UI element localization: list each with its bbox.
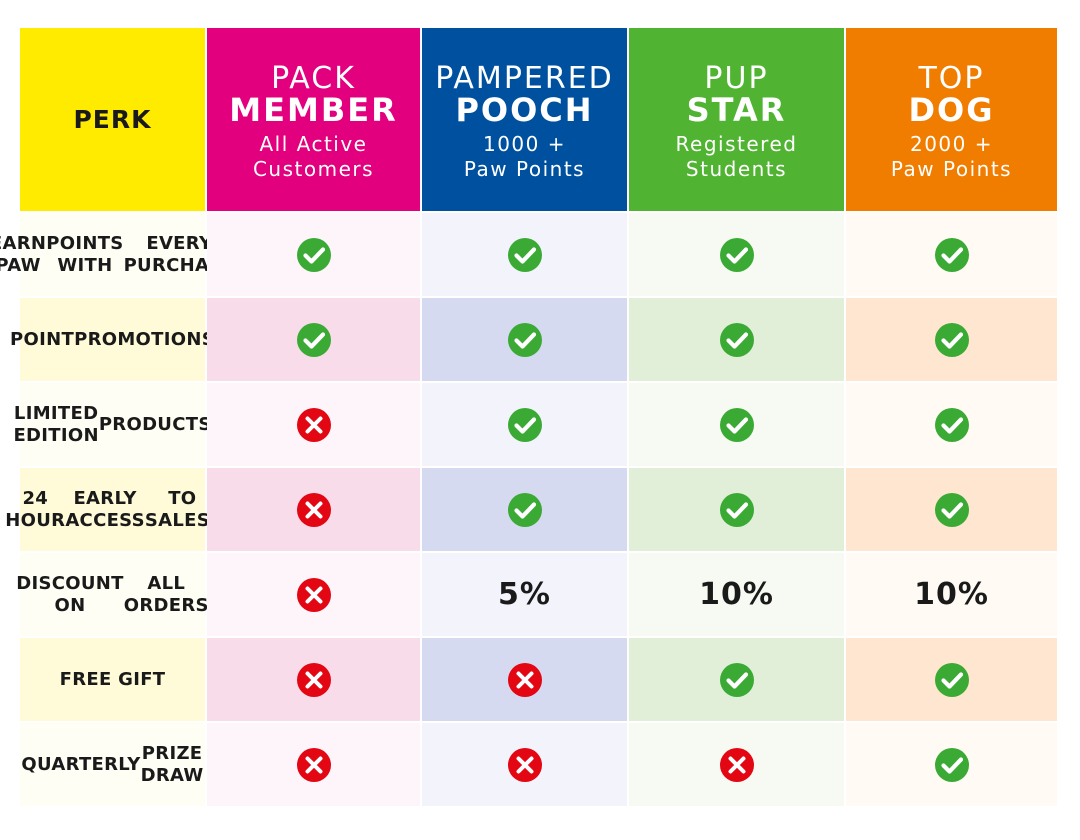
perk-column-header: PERK <box>20 28 205 211</box>
check-circle-icon <box>719 407 754 442</box>
check-circle-icon <box>934 407 969 442</box>
benefit-cell <box>846 468 1057 551</box>
check-circle-icon <box>719 492 754 527</box>
check-circle-icon <box>934 322 969 357</box>
benefit-cell <box>207 213 420 296</box>
check-circle-icon <box>934 237 969 272</box>
cross-circle-icon <box>507 747 542 782</box>
check-circle-icon <box>719 662 754 697</box>
benefit-cell <box>207 298 420 381</box>
check-circle-icon <box>296 237 331 272</box>
check-circle-icon <box>296 322 331 357</box>
cross-circle-icon <box>296 577 331 612</box>
benefit-cell <box>846 298 1057 381</box>
perk-label: QUARTERLY PRIZE DRAW <box>20 723 205 806</box>
tier-requirement: All Active Customers <box>252 132 375 181</box>
discount-value: 10% <box>699 577 774 612</box>
benefit-cell <box>422 468 627 551</box>
tier-name: POOCH <box>455 91 594 130</box>
tier-requirement: 2000 + Paw Points <box>890 132 1013 181</box>
cross-circle-icon <box>296 407 331 442</box>
perk-label: LIMITED EDITION PRODUCTS <box>13 383 211 466</box>
check-circle-icon <box>719 237 754 272</box>
benefit-cell <box>207 723 420 806</box>
tier-header-top-dog: TOP DOG 2000 + Paw Points <box>846 28 1057 211</box>
benefit-cell <box>422 383 627 466</box>
tier-header-pack-member: PACK MEMBER All Active Customers <box>207 28 420 211</box>
perk-label: DISCOUNT ON ALL ORDERS <box>16 553 208 636</box>
tier-name: DOG <box>908 91 995 130</box>
benefit-cell: 5% <box>422 553 627 636</box>
cross-circle-icon <box>296 662 331 697</box>
benefit-cell <box>629 383 844 466</box>
tier-top-label: PACK <box>271 61 356 97</box>
cross-circle-icon <box>296 492 331 527</box>
benefit-cell <box>846 213 1057 296</box>
discount-value: 5% <box>498 577 551 612</box>
benefit-cell <box>422 213 627 296</box>
discount-value: 10% <box>914 577 989 612</box>
benefit-cell <box>422 638 627 721</box>
benefit-cell <box>629 638 844 721</box>
perk-label: POINT PROMOTIONS <box>10 298 215 381</box>
cross-circle-icon <box>507 662 542 697</box>
cross-circle-icon <box>719 747 754 782</box>
benefit-cell <box>629 723 844 806</box>
benefit-cell <box>207 638 420 721</box>
benefit-cell <box>846 383 1057 466</box>
benefit-cell <box>846 638 1057 721</box>
tier-top-label: TOP <box>918 61 985 97</box>
benefit-cell <box>207 468 420 551</box>
benefit-cell <box>846 723 1057 806</box>
benefit-cell <box>207 553 420 636</box>
tier-top-label: PUP <box>704 61 769 97</box>
tier-requirement: Registered Students <box>675 132 798 181</box>
benefit-cell: 10% <box>629 553 844 636</box>
cross-circle-icon <box>296 747 331 782</box>
check-circle-icon <box>934 492 969 527</box>
check-circle-icon <box>719 322 754 357</box>
benefit-cell <box>422 298 627 381</box>
tier-top-label: PAMPERED <box>435 61 614 97</box>
perk-label: 24 HOUR EARLY ACCESS TO SALES* <box>5 468 219 551</box>
tier-name: STAR <box>686 91 787 130</box>
tier-requirement: 1000 + Paw Points <box>463 132 586 181</box>
check-circle-icon <box>507 237 542 272</box>
perk-label: FREE GIFT <box>20 638 205 721</box>
check-circle-icon <box>507 322 542 357</box>
benefit-cell: 10% <box>846 553 1057 636</box>
check-circle-icon <box>934 747 969 782</box>
check-circle-icon <box>507 492 542 527</box>
tier-header-pampered-pooch: PAMPERED POOCH 1000 + Paw Points <box>422 28 627 211</box>
check-circle-icon <box>507 407 542 442</box>
tier-header-pup-star: PUP STAR Registered Students <box>629 28 844 211</box>
check-circle-icon <box>934 662 969 697</box>
benefit-cell <box>207 383 420 466</box>
benefit-cell <box>629 213 844 296</box>
benefit-cell <box>629 468 844 551</box>
benefit-cell <box>422 723 627 806</box>
tier-name: MEMBER <box>229 91 398 130</box>
benefit-cell <box>629 298 844 381</box>
perks-comparison-table: PERK PACK MEMBER All Active Customers PAM… <box>0 28 1057 806</box>
